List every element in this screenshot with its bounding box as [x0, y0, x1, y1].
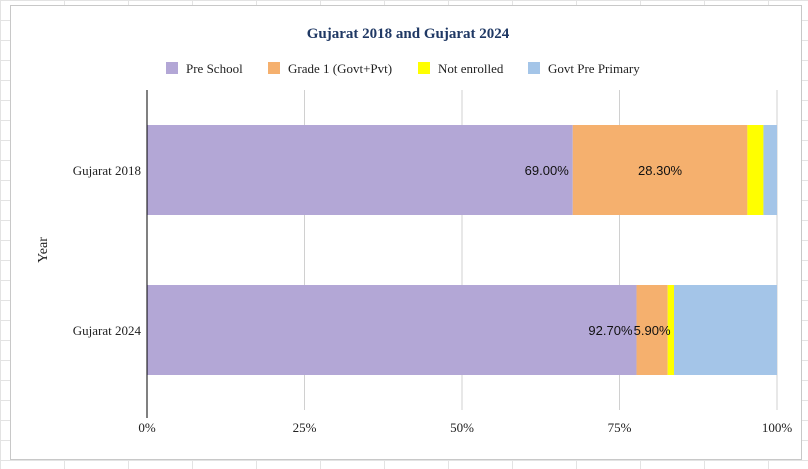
legend-label-0: Pre School [186, 61, 243, 76]
bar-0-1 [572, 125, 748, 215]
y-axis-ticks: Gujarat 2018 Gujarat 2024 [73, 163, 142, 338]
bar-1-3 [674, 285, 777, 375]
bar-1-2 [667, 285, 675, 375]
bar-1-1 [636, 285, 668, 375]
legend-swatch-1 [268, 62, 280, 74]
legend-swatch-0 [166, 62, 178, 74]
data-label-0-0: 69.00% [525, 163, 570, 178]
chart-frame: Gujarat 2018 and Gujarat 2024 Pre School… [10, 5, 802, 460]
data-labels: 69.00% 28.30% 92.70% 5.90% [525, 163, 683, 338]
x-axis-ticks: 0% 25% 50% 75% 100% [138, 420, 792, 435]
bar-0-2 [747, 125, 764, 215]
stacked-bar-chart: Gujarat 2018 and Gujarat 2024 Pre School… [36, 26, 792, 435]
legend-swatch-3 [528, 62, 540, 74]
bars [147, 125, 777, 375]
y-tick-label-1: Gujarat 2024 [73, 323, 142, 338]
bar-0-0 [147, 125, 573, 215]
x-tick-label-1: 25% [293, 420, 317, 435]
legend-label-1: Grade 1 (Govt+Pvt) [288, 61, 392, 76]
x-tick-label-3: 75% [608, 420, 632, 435]
x-tick-label-2: 50% [450, 420, 474, 435]
chart-title: Gujarat 2018 and Gujarat 2024 [307, 26, 510, 42]
y-tick-label-0: Gujarat 2018 [73, 163, 141, 178]
legend-label-2: Not enrolled [438, 61, 504, 76]
bar-1-0 [147, 285, 637, 375]
data-label-0-1: 28.30% [638, 163, 683, 178]
data-label-1-0: 92.70% [588, 323, 633, 338]
x-tick-label-4: 100% [762, 420, 793, 435]
legend-label-3: Govt Pre Primary [548, 61, 640, 76]
x-tick-label-0: 0% [138, 420, 156, 435]
bar-0-3 [763, 125, 777, 215]
y-axis-title: Year [36, 237, 51, 263]
data-label-1-1: 5.90% [634, 323, 671, 338]
legend: Pre School Grade 1 (Govt+Pvt) Not enrolled… [166, 61, 640, 76]
legend-swatch-2 [418, 62, 430, 74]
